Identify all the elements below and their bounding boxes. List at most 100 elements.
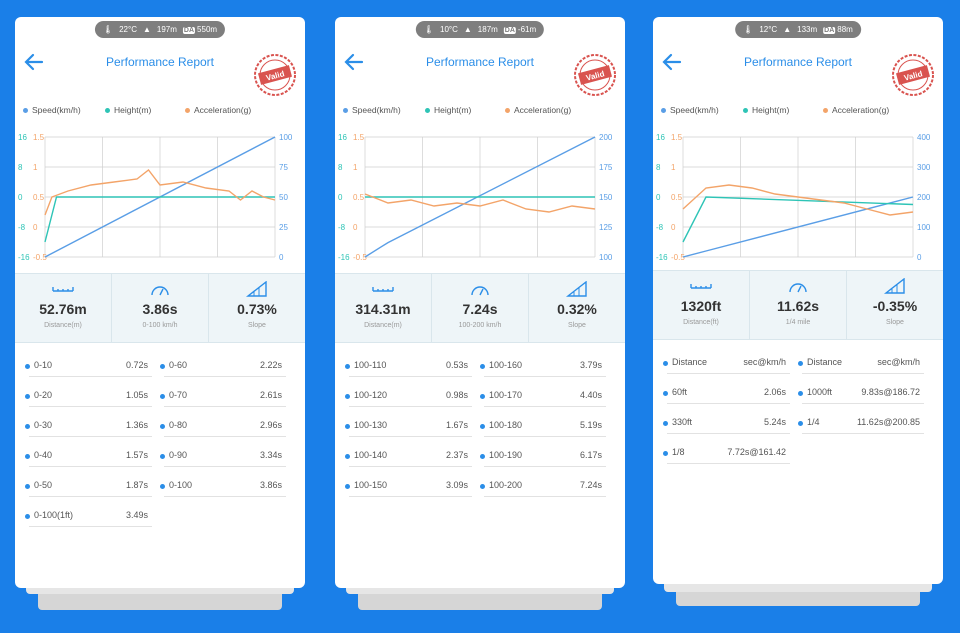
result-value: 3.79s [579,360,602,370]
stat-label: Distance(ft) [683,319,719,326]
speedometer-icon [471,286,489,296]
result-label: 60ft [672,387,688,397]
result-label: 100-200 [489,480,523,490]
mountain-icon: ▲ [783,25,792,34]
distance-icon [372,287,394,292]
row-divider [29,436,152,437]
legend-speed: Speed(km/h) [661,105,719,115]
result-row: 100-180 5.19s [480,420,606,437]
result-value: 0.98s [445,390,468,400]
slope-icon [883,278,905,294]
density-altitude-badge: DA [823,27,836,34]
row-divider [484,376,606,377]
bullet-icon [798,421,803,426]
result-value: 2.96s [259,420,282,430]
result-row: 100-160 3.79s [480,360,606,377]
tick-label: 1 [671,163,676,172]
card-shadow [38,590,282,610]
result-row: 0-60 2.22s [160,360,286,377]
legend-height: Height(m) [743,105,789,115]
bullet-icon [480,454,485,459]
bullet-icon [663,361,668,366]
result-value: 1.57s [125,450,148,460]
stat-label: Distance(m) [44,322,82,329]
altitude: 197m [156,25,177,34]
result-row: 1000ft 9.83s@186.72 [798,387,924,404]
bullet-icon [798,361,803,366]
stat-value: 314.31m [355,301,411,317]
report-screen-1: 🌡 22°C ▲ 197m DA 550m Performance Report Va… [15,17,305,588]
result-label: 1/4 [807,417,820,427]
stat-value: 1320ft [680,298,722,314]
back-arrow-icon[interactable] [661,51,683,73]
tick-label: 0 [279,253,284,261]
result-value: 3.09s [445,480,468,490]
stat-value: 0.32% [557,301,597,317]
tick-label: 0 [917,253,922,261]
result-label: 100-140 [354,450,388,460]
result-row: 100-190 6.17s [480,450,606,467]
status-pill: 🌡 10°C ▲ 187m DA -61m [415,21,545,38]
status-pill: 🌡 22°C ▲ 197m DA 550m [94,21,226,38]
bullet-icon [345,484,350,489]
bullet-icon [480,424,485,429]
stat-label: Distance(m) [364,322,402,329]
row-divider [802,373,924,374]
tick-label: 0.5 [33,193,45,202]
bullet-icon [25,514,30,519]
stat-value: 3.86s [142,301,178,317]
tick-label: 1.5 [671,133,683,142]
result-label: 0-60 [169,360,188,370]
row-divider [349,436,472,437]
page-title: Performance Report [425,55,535,69]
bullet-icon [345,364,350,369]
result-label: 0-20 [34,390,53,400]
series-line [682,196,914,258]
series-line [44,169,276,216]
row-divider [484,406,606,407]
temperature: 10°C [439,25,458,34]
result-row: 330ft 5.24s [663,417,790,434]
tick-label: 100 [599,253,613,261]
tick-label: 400 [917,133,931,142]
stat-label: 1/4 mile [785,319,811,326]
back-arrow-icon[interactable] [343,51,365,73]
result-value: sec@km/h [877,357,920,367]
series-line [682,184,914,216]
stats-bar: 52.76m Distance(m) 3.86s 0-100 km/h 0.73… [15,273,305,343]
result-value: 2.22s [259,360,282,370]
series-line [364,136,596,258]
result-value: 5.24s [763,417,786,427]
tick-label: 1 [33,163,38,172]
slope-icon [245,281,267,297]
tick-label: 16 [656,133,665,142]
stat-value: 7.24s [462,301,498,317]
result-row: 0-80 2.96s [160,420,286,437]
temperature: 12°C [759,25,778,34]
density-altitude: -61m [517,25,537,34]
tick-label: -0.5 [671,253,685,261]
tick-label: 200 [917,193,931,202]
row-divider [349,466,472,467]
page-title: Performance Report [105,55,215,69]
result-value: 2.06s [763,387,786,397]
result-label: 100-120 [354,390,388,400]
tick-label: 16 [18,133,27,142]
tick-label: 300 [917,163,931,172]
legend-speed: Speed(km/h) [23,105,81,115]
result-value: 3.86s [259,480,282,490]
result-row: 100-120 0.98s [345,390,472,407]
row-divider [29,526,152,527]
tick-label: 175 [599,163,613,172]
bullet-icon [480,394,485,399]
tick-label: -16 [338,253,350,261]
legend-speed: Speed(km/h) [343,105,401,115]
result-label: 330ft [672,417,693,427]
result-value: 7.24s [579,480,602,490]
stats-bar: 1320ft Distance(ft) 11.62s 1/4 mile -0.3… [653,270,943,340]
density-altitude-badge: DA [503,27,516,34]
thermometer-icon: 🌡 [102,25,114,34]
row-divider [667,433,790,434]
speedometer-icon [789,283,807,293]
back-arrow-icon[interactable] [23,51,45,73]
